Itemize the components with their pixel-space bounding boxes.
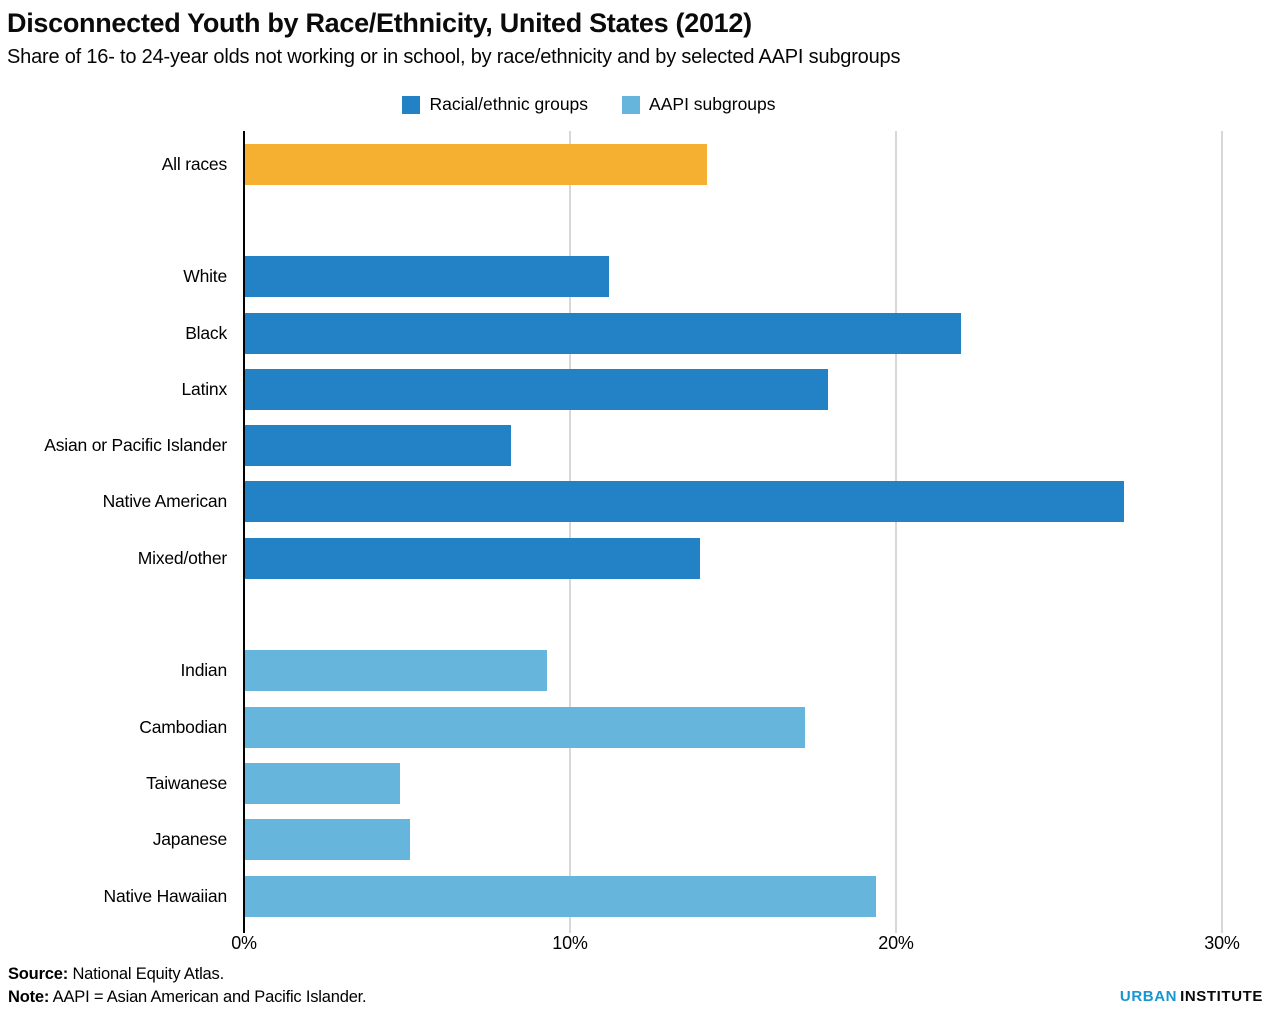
bar-indian	[244, 650, 548, 692]
bar-latinx	[244, 368, 828, 410]
category-label: Latinx	[181, 378, 228, 399]
bar-row: Latinx	[0, 361, 1246, 417]
source-text: National Equity Atlas.	[72, 965, 224, 983]
bar-row: Taiwanese	[0, 755, 1246, 811]
chart-legend: Racial/ethnic groups AAPI subgroups	[0, 94, 1229, 115]
legend-swatch-icon	[402, 95, 421, 114]
bar-row: All races	[0, 136, 1246, 192]
category-label: Japanese	[152, 829, 227, 850]
bar-row: White	[0, 249, 1246, 305]
bar-row: Japanese	[0, 812, 1246, 868]
bar-row: Asian or Pacific Islander	[0, 417, 1246, 473]
chart-title: Disconnected Youth by Race/Ethnicity, Un…	[7, 8, 752, 38]
plot-area: All races White Black Latinx Asian or Pacifi…	[0, 131, 1246, 933]
chart-header: Disconnected Youth by Race/Ethnicity, Un…	[0, 0, 1280, 69]
source-line: Source: National Equity Atlas.	[8, 963, 1272, 986]
legend-label: AAPI subgroups	[649, 94, 776, 114]
x-axis-tick-label: 0%	[231, 933, 257, 953]
bar-row: Cambodian	[0, 699, 1246, 755]
bar-rows: All races White Black Latinx Asian or Pacifi…	[0, 131, 1246, 924]
bar-mixed-other	[244, 537, 701, 579]
axis-tick	[1221, 925, 1223, 933]
gridline	[1221, 131, 1223, 925]
bar-japanese	[244, 819, 411, 861]
legend-swatch-icon	[622, 95, 641, 114]
chart-footer: Source: National Equity Atlas. Note: AAP…	[0, 961, 1280, 1009]
category-label: Mixed/other	[137, 547, 227, 568]
source-label: Source:	[8, 965, 69, 983]
x-axis: 0% 10% 20% 30%	[231, 925, 1280, 961]
x-axis-tick-label: 30%	[1204, 933, 1240, 953]
bar-cambodian	[244, 706, 805, 748]
bar-row: Native American	[0, 474, 1246, 530]
x-axis-tick-label: 20%	[878, 933, 914, 953]
bar-row: Indian	[0, 643, 1246, 699]
category-label: Cambodian	[139, 716, 227, 737]
legend-item: Racial/ethnic groups	[402, 94, 588, 115]
category-label: All races	[161, 153, 228, 174]
bar-white	[244, 256, 610, 298]
y-axis-line	[243, 131, 245, 933]
bar-native-american	[244, 481, 1125, 523]
bar-native-hawaiian	[244, 875, 877, 917]
category-label: Taiwanese	[146, 772, 227, 793]
urban-institute-logo: URBAN INSTITUTE	[1120, 985, 1263, 1008]
gridline	[895, 131, 897, 925]
x-axis-tick-label: 10%	[552, 933, 588, 953]
axis-tick	[569, 925, 571, 933]
gridline	[569, 131, 571, 925]
legend-label: Racial/ethnic groups	[429, 94, 589, 114]
category-label: White	[183, 266, 227, 287]
bar-asian-or-pacific-islander	[244, 425, 512, 467]
category-label: Indian	[180, 660, 228, 681]
category-label: Black	[185, 322, 227, 343]
chart-subtitle: Share of 16- to 24-year olds not working…	[7, 46, 901, 68]
bar-row: Native Hawaiian	[0, 868, 1246, 924]
category-label: Native Hawaiian	[103, 885, 228, 906]
bar-black	[244, 312, 962, 354]
bar-chart: All races White Black Latinx Asian or Pacifi…	[0, 131, 1280, 961]
bar-all-races	[244, 143, 707, 185]
category-label: Asian or Pacific Islander	[44, 435, 227, 456]
logo-institute-text: INSTITUTE	[1180, 988, 1263, 1005]
note-line: Note: AAPI = Asian American and Pacific …	[8, 986, 1272, 1009]
bar-row: Black	[0, 305, 1246, 361]
bar-row: Mixed/other	[0, 530, 1246, 586]
category-label: Native American	[102, 491, 228, 512]
axis-tick	[895, 925, 897, 933]
bar-taiwanese	[244, 762, 401, 804]
note-text: AAPI = Asian American and Pacific Island…	[52, 988, 367, 1006]
note-label: Note:	[8, 988, 50, 1006]
legend-item: AAPI subgroups	[622, 94, 776, 115]
logo-urban-text: URBAN	[1119, 988, 1178, 1005]
